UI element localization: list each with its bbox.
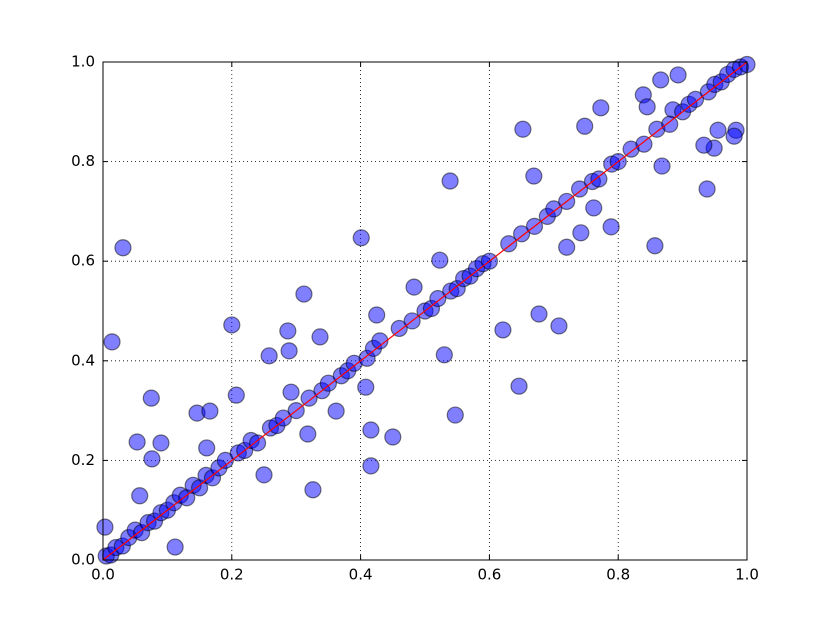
scatter-point xyxy=(216,451,234,469)
scatter-point xyxy=(446,406,464,424)
x-tick-label: 0.6 xyxy=(477,566,501,584)
line xyxy=(102,61,748,561)
scatter-point xyxy=(431,251,449,269)
scatter-point xyxy=(143,450,161,468)
scatter-point xyxy=(558,238,576,256)
scatter-point xyxy=(304,481,322,499)
x-tick-label: 0.2 xyxy=(220,566,244,584)
scatter-point xyxy=(357,378,375,396)
scatter-point xyxy=(371,332,389,350)
scatter-point xyxy=(390,319,408,338)
scatter-point xyxy=(545,200,563,218)
scatter-point xyxy=(295,285,313,303)
scatter-point xyxy=(725,127,743,145)
scatter-point xyxy=(131,487,149,505)
y-tick-label: 0.0 xyxy=(71,551,95,569)
scatter-point xyxy=(279,322,297,340)
scatter-point xyxy=(585,199,603,217)
scatter-point xyxy=(646,237,664,255)
scatter-point xyxy=(576,117,594,135)
scatter-point xyxy=(152,434,170,452)
scatter-point xyxy=(590,170,608,188)
scatter-point xyxy=(103,333,121,351)
scatter-point xyxy=(274,409,292,427)
scatter-point xyxy=(166,538,184,556)
scatter-point xyxy=(592,99,610,117)
scatter-point xyxy=(709,121,727,139)
scatter-point xyxy=(500,235,518,253)
scatter-point xyxy=(201,402,219,420)
scatter-point xyxy=(128,433,146,451)
y-tick-label: 0.6 xyxy=(71,252,95,270)
scatter-point xyxy=(669,66,687,84)
scatter-point xyxy=(300,389,318,407)
x-tick-label: 0.8 xyxy=(606,566,630,584)
y-tick-label: 1.0 xyxy=(71,53,95,71)
y-tick-label: 0.2 xyxy=(71,451,95,469)
scatter-point xyxy=(405,278,423,296)
scatter-point xyxy=(142,389,160,407)
scatter-point xyxy=(638,98,656,116)
scatter-point xyxy=(695,136,713,154)
scatter-point xyxy=(514,120,532,138)
plot-frame xyxy=(102,61,748,561)
scatter-point xyxy=(512,225,531,243)
scatter-point xyxy=(652,71,670,89)
scatter-point xyxy=(299,425,317,443)
scatter-point xyxy=(255,466,273,484)
scatter-point xyxy=(698,180,716,198)
scatter-point xyxy=(441,172,459,190)
scatter-point xyxy=(550,317,568,335)
scatter-point xyxy=(114,239,132,257)
scatter-point xyxy=(530,305,548,323)
scatter-point xyxy=(572,224,590,242)
scatter-point xyxy=(311,328,329,346)
y-tick-label: 0.4 xyxy=(71,351,95,369)
scatter-point xyxy=(362,457,380,475)
scatter-point xyxy=(435,346,453,364)
scatter-point xyxy=(96,518,114,536)
x-tick-label: 0.0 xyxy=(91,566,115,584)
scatter-point xyxy=(570,180,589,198)
scatter-point xyxy=(282,383,300,401)
scatter-point xyxy=(260,347,278,365)
scatter-point xyxy=(635,135,653,153)
scatter-point xyxy=(602,218,620,236)
scatter-point xyxy=(198,439,216,457)
scatter-point xyxy=(494,321,512,339)
scatter-point xyxy=(384,428,402,446)
scatter-point xyxy=(368,306,386,324)
scatter-point xyxy=(352,229,370,247)
scatter-point xyxy=(429,289,447,308)
scatter-point xyxy=(653,157,671,175)
scatter-point xyxy=(223,316,241,334)
scatter-point xyxy=(510,377,528,395)
scatter-point xyxy=(227,386,245,404)
scatter-point xyxy=(319,374,337,392)
scatter-point xyxy=(362,421,380,439)
scatter-point xyxy=(248,434,267,452)
y-tick-label: 0.8 xyxy=(71,152,95,170)
scatter-point xyxy=(280,342,298,360)
scatter-point xyxy=(661,115,679,133)
scatter-point xyxy=(525,167,543,185)
x-tick-label: 0.4 xyxy=(349,566,373,584)
scatter-point xyxy=(686,90,705,108)
scatter-point xyxy=(327,402,345,420)
x-tick-label: 1.0 xyxy=(735,566,759,584)
